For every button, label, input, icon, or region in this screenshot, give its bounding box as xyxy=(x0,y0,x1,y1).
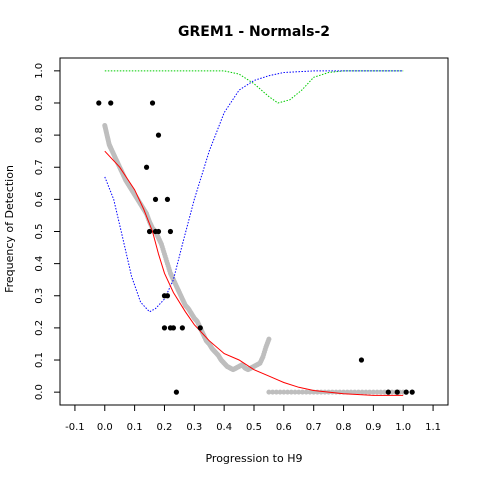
observed-point xyxy=(173,389,179,395)
x-tick-label: -0.1 xyxy=(65,422,85,433)
smoothed-point xyxy=(266,389,272,395)
observed-point xyxy=(152,196,159,202)
smoothed-point xyxy=(266,336,272,342)
observed-point xyxy=(146,228,153,235)
smoothed-point xyxy=(281,389,287,395)
y-tick-label: 1.0 xyxy=(34,63,45,79)
chart-title: GREM1 - Normals-2 xyxy=(178,24,330,40)
y-tick-label: 0.9 xyxy=(34,95,45,111)
y-tick-label: 0.3 xyxy=(34,288,45,304)
observed-point xyxy=(155,132,162,138)
x-tick-label: 0.1 xyxy=(127,422,143,433)
smoothed-point xyxy=(389,389,395,395)
observed-point xyxy=(164,293,171,299)
y-tick-label: 0.5 xyxy=(34,224,45,240)
y-tick-label: 0.7 xyxy=(34,159,45,175)
smoothed-point xyxy=(348,389,354,395)
smoothed-point xyxy=(352,389,358,395)
x-tick-label: 0.2 xyxy=(157,422,173,433)
y-axis-label: Frequency of Detection xyxy=(3,165,16,293)
observed-point xyxy=(155,228,162,235)
fit-curve xyxy=(104,150,404,396)
observed-point xyxy=(143,164,150,170)
observed-point xyxy=(179,325,185,331)
lower-band-curve xyxy=(104,70,404,313)
y-tick-label: 0.6 xyxy=(34,191,45,207)
x-tick-label: 0.4 xyxy=(216,422,232,433)
observed-point xyxy=(108,100,114,106)
smoothed-point xyxy=(273,389,279,395)
observed-point xyxy=(149,100,156,106)
smoothed-point xyxy=(292,389,298,395)
smoothed-point xyxy=(277,389,283,395)
observed-point xyxy=(197,325,203,331)
x-tick-label: 0.3 xyxy=(186,422,202,433)
observed-point xyxy=(394,389,400,395)
observed-point xyxy=(385,389,391,395)
plot-frame xyxy=(59,57,449,406)
observed-point xyxy=(409,389,415,395)
observed-point xyxy=(170,325,177,331)
plot-area: -0.1 0.0 0.1 0.2 0.3 0.4 0.5 0.6 0.7 0.8 0.9 1.0 1.1… xyxy=(34,57,449,433)
observed-point xyxy=(358,357,365,363)
x-tick-label: 0.9 xyxy=(365,422,381,433)
y-tick-label: 0.4 xyxy=(34,256,45,272)
smoothed-point xyxy=(300,389,305,395)
upper-band-curve xyxy=(104,70,404,104)
x-tick-label: 1.1 xyxy=(425,422,441,433)
x-axis-label: Progression to H9 xyxy=(205,452,302,465)
x-tick-label: 0.8 xyxy=(336,422,352,433)
smoothed-point xyxy=(355,389,361,395)
smoothed-point xyxy=(367,389,373,395)
y-tick-label: 0.0 xyxy=(34,384,45,400)
observed-point xyxy=(403,389,409,395)
smoothed-point xyxy=(378,389,384,395)
smoothed-point xyxy=(288,389,294,395)
smoothed-point xyxy=(344,389,350,395)
smoothed-point xyxy=(296,389,302,395)
observed-point xyxy=(167,228,174,235)
observed-point xyxy=(161,325,168,331)
smoothed-point xyxy=(363,389,369,395)
smoothed-point xyxy=(270,389,276,395)
observed-point xyxy=(164,196,171,202)
smoothed-point xyxy=(303,389,309,395)
smoothed-point xyxy=(359,389,365,395)
observed-point xyxy=(96,100,102,106)
smoothed-point xyxy=(374,389,380,395)
x-tick-label: 0.6 xyxy=(276,422,292,433)
smoothed-point xyxy=(370,389,376,395)
x-tick-label: 0.0 xyxy=(97,422,113,433)
smoothed-point xyxy=(382,389,388,395)
y-tick-label: 0.8 xyxy=(34,127,45,143)
x-tick-label: 0.7 xyxy=(306,422,322,433)
x-tick-label: 1.0 xyxy=(395,422,411,433)
smoothed-point xyxy=(307,389,313,395)
smoothed-point xyxy=(285,389,291,395)
y-tick-label: 0.1 xyxy=(34,352,45,368)
x-tick-label: 0.5 xyxy=(246,422,262,433)
y-tick-label: 0.2 xyxy=(34,320,45,336)
